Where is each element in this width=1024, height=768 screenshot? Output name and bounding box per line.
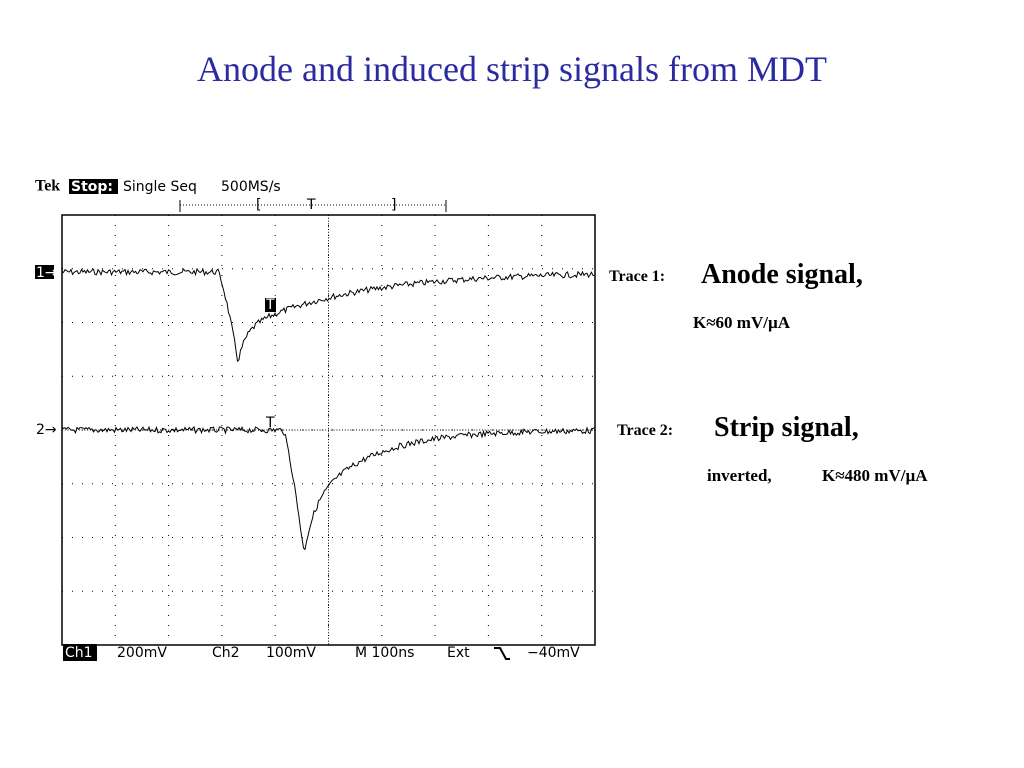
trigger-level: −40mV: [527, 645, 580, 661]
timebase: M 100ns: [355, 645, 414, 661]
graticule: [62, 215, 595, 645]
trigger2: T: [265, 415, 275, 431]
trigger-source: Ext: [447, 645, 470, 661]
trigger-pos: T: [306, 197, 316, 213]
trace2-note: inverted,: [707, 466, 772, 485]
ch2-marker: 2→: [36, 422, 57, 438]
state-box: [69, 179, 118, 194]
brand: Tek: [35, 178, 60, 195]
trace2-label: Trace 2:: [617, 422, 674, 439]
mode: Single Seq: [123, 179, 197, 195]
bracket: [: [256, 197, 261, 213]
trace2-title: Strip signal,: [714, 412, 859, 443]
bracket: ]: [391, 197, 396, 213]
state: Stop:: [71, 179, 113, 195]
trace1-title: Anode signal,: [701, 259, 863, 290]
ch2-label: Ch2: [212, 645, 240, 661]
trace1-label: Trace 1:: [609, 268, 666, 285]
slide-title: Anode and induced strip signals from MDT: [197, 49, 827, 89]
trace1-gain: K≈60 mV/µA: [693, 313, 791, 332]
ch1-marker: 1→: [36, 265, 57, 281]
ch1-label: Ch1: [65, 645, 93, 661]
oscilloscope: Tek Stop: Single Seq 500MS/s [ T ] 1→ 2→…: [35, 178, 596, 661]
ch1-scale: 200mV: [117, 645, 167, 661]
ch1-marker-box: [35, 265, 54, 279]
rate: 500MS/s: [221, 179, 281, 195]
trace-1: [61, 267, 595, 363]
trace-2: [61, 425, 595, 551]
trigger1-box: [265, 298, 276, 312]
falling-edge-icon: [494, 647, 510, 660]
trigger1: T: [265, 297, 275, 313]
ch2-scale: 100mV: [266, 645, 316, 661]
ch1-label-box: [63, 644, 97, 661]
trace2-gain: K≈480 mV/µA: [822, 466, 928, 485]
